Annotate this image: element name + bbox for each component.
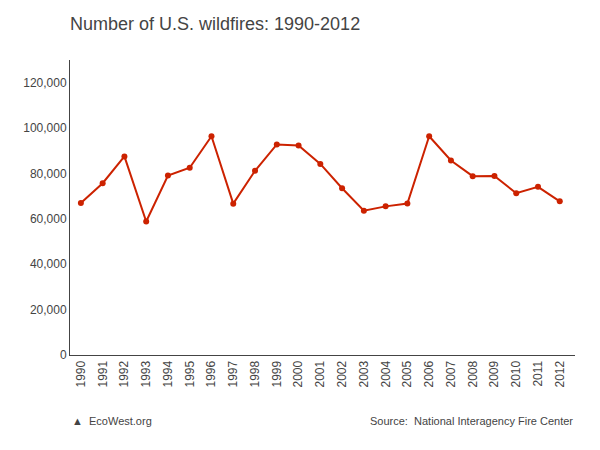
svg-text:Number of U.S. wildfires: 1990: Number of U.S. wildfires: 1990-2012	[70, 14, 360, 34]
svg-text:80,000: 80,000	[30, 167, 67, 181]
svg-text:20,000: 20,000	[30, 303, 67, 317]
svg-text:1993: 1993	[139, 360, 153, 387]
svg-text:2011: 2011	[531, 360, 545, 386]
svg-text:1990: 1990	[74, 360, 88, 387]
svg-text:40,000: 40,000	[30, 257, 67, 271]
svg-text:2000: 2000	[291, 360, 305, 387]
svg-text:1997: 1997	[226, 360, 240, 387]
svg-text:2003: 2003	[357, 360, 371, 387]
svg-text:1996: 1996	[204, 360, 218, 387]
svg-text:2010: 2010	[509, 360, 523, 387]
svg-text:1998: 1998	[248, 360, 262, 387]
svg-text:2004: 2004	[379, 360, 393, 387]
svg-text:2012: 2012	[553, 360, 567, 387]
svg-text:2007: 2007	[444, 360, 458, 387]
svg-text:60,000: 60,000	[30, 212, 67, 226]
svg-text:0: 0	[60, 348, 67, 362]
svg-text:1995: 1995	[183, 360, 197, 387]
svg-text:2009: 2009	[487, 360, 501, 387]
svg-text:2005: 2005	[400, 360, 414, 387]
svg-text:2002: 2002	[335, 360, 349, 387]
svg-text:1992: 1992	[117, 360, 131, 387]
svg-text:2001: 2001	[313, 360, 327, 387]
svg-text:1999: 1999	[270, 360, 284, 387]
svg-text:100,000: 100,000	[23, 121, 67, 135]
svg-text:120,000: 120,000	[23, 76, 67, 90]
svg-text:▲ EcoWest.org: ▲ EcoWest.org	[72, 415, 152, 427]
svg-text:2008: 2008	[466, 360, 480, 387]
svg-text:1994: 1994	[161, 360, 175, 387]
svg-text:2006: 2006	[422, 360, 436, 387]
svg-text:1991: 1991	[96, 360, 110, 387]
svg-text:Source: National Interagency: Source: National Interagency Fire Center	[370, 415, 573, 427]
